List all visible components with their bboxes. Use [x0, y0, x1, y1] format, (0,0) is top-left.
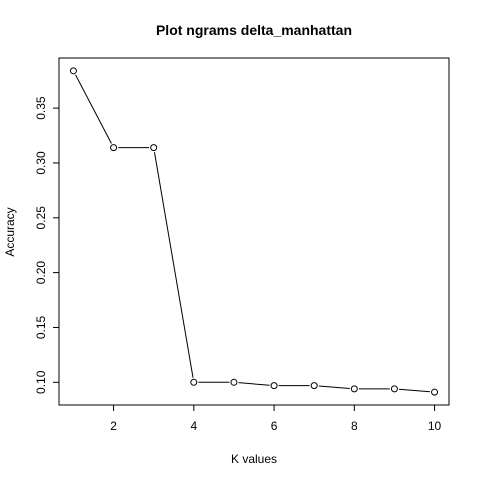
data-point	[431, 388, 439, 396]
y-tick-label: 0.20	[34, 261, 48, 285]
y-axis-label: Accuracy	[3, 207, 17, 256]
x-axis-label: K values	[231, 452, 277, 466]
series-line-segment	[75, 74, 112, 144]
data-point	[110, 144, 118, 152]
data-point	[350, 385, 358, 393]
y-tick-label: 0.15	[34, 315, 48, 339]
series-line-segment	[238, 382, 270, 386]
x-tick-label: 6	[271, 419, 278, 433]
y-tick-label: 0.30	[34, 151, 48, 175]
data-point	[270, 382, 278, 390]
y-tick-label: 0.10	[34, 370, 48, 394]
plot-frame	[58, 57, 450, 406]
y-tick-label: 0.25	[34, 206, 48, 230]
data-point	[190, 378, 198, 386]
y-tick-label: 0.35	[34, 96, 48, 120]
data-point	[230, 378, 238, 386]
x-tick-label: 2	[110, 419, 117, 433]
chart-title: Plot ngrams delta_manhattan	[156, 22, 352, 38]
y-axis: 0.10 0.15 0.20 0.25 0.30 0.35	[34, 96, 59, 394]
series-line-segment	[153, 152, 194, 378]
series-accuracy	[69, 67, 439, 396]
x-tick-label: 10	[428, 419, 442, 433]
data-point	[390, 385, 398, 393]
x-tick-label: 4	[190, 419, 197, 433]
data-point	[69, 67, 77, 75]
series-line-segment	[398, 388, 431, 393]
data-point	[310, 382, 318, 390]
x-axis: 2 4 6 8 10	[110, 405, 442, 433]
x-tick-label: 8	[351, 419, 358, 433]
series-line-segment	[318, 385, 350, 390]
data-point	[150, 144, 158, 152]
